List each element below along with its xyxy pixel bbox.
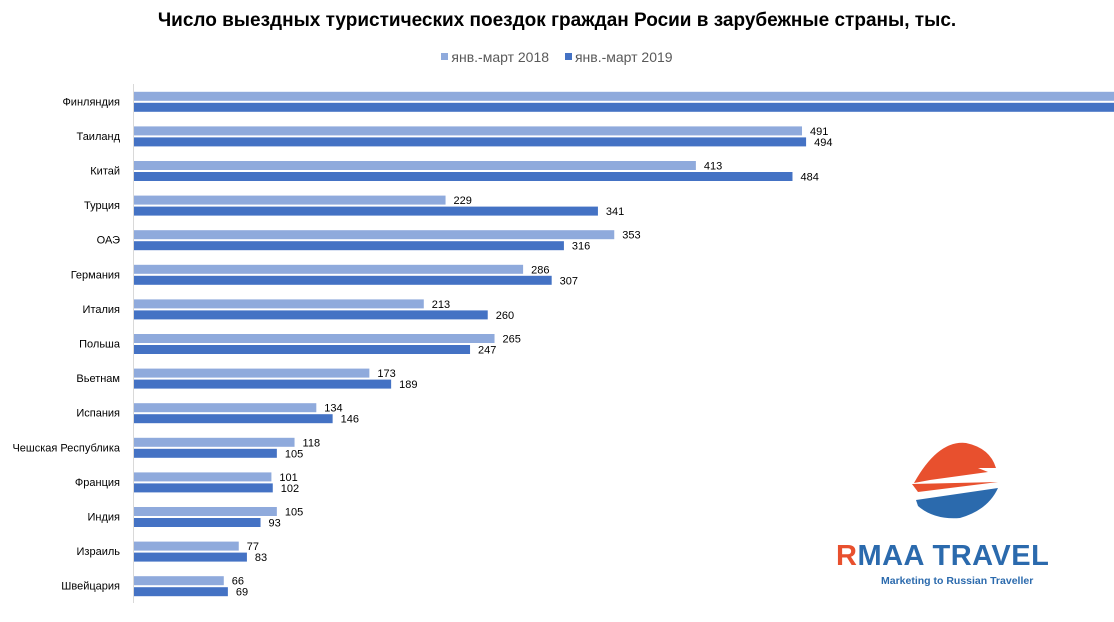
bar	[134, 403, 317, 413]
data-label: 102	[281, 483, 299, 495]
bar	[134, 161, 696, 170]
data-label: 307	[560, 275, 578, 287]
data-label: 494	[814, 137, 832, 149]
data-label: 484	[800, 172, 818, 184]
brand-tagline: Marketing to Russian Traveller	[881, 575, 1034, 587]
bar	[134, 472, 272, 482]
legend-item-2018: янв.-март 2018	[441, 49, 549, 65]
category-label: Франция	[75, 477, 120, 489]
bar	[134, 587, 228, 597]
legend-label-2018: янв.-март 2018	[451, 48, 550, 65]
bar	[134, 414, 333, 424]
legend-swatch-2019	[564, 53, 572, 60]
bar	[134, 264, 524, 274]
legend-label-2019: янв.-март 2019	[574, 48, 673, 65]
data-label: 77	[247, 541, 259, 553]
bar	[134, 275, 552, 285]
data-label: 286	[531, 264, 549, 276]
brand-name: RMAA TRAVEL	[836, 540, 1049, 573]
bar	[134, 206, 598, 216]
bar	[134, 507, 277, 516]
bar	[134, 552, 247, 562]
bar	[134, 126, 803, 136]
rmaa-globe-logo	[912, 442, 998, 519]
category-label: Польша	[79, 339, 121, 351]
data-label: 134	[324, 403, 342, 415]
bar	[134, 310, 488, 320]
bar	[134, 518, 261, 527]
category-label: Индия	[87, 512, 120, 524]
bar	[134, 102, 1114, 112]
data-label: 316	[572, 241, 590, 253]
data-label: 66	[232, 576, 244, 588]
legend-swatch-2018	[441, 53, 449, 60]
data-label: 247	[478, 345, 496, 357]
data-label: 413	[704, 161, 722, 173]
category-label: Китай	[90, 166, 120, 178]
chart-title: Число выездных туристических поездок гра…	[157, 10, 957, 31]
bar	[134, 299, 424, 309]
bar	[134, 483, 273, 493]
data-label: 118	[303, 437, 321, 449]
category-label: Германия	[71, 269, 120, 281]
data-label: 189	[399, 379, 417, 391]
data-label: 146	[341, 414, 359, 426]
category-label: Чешская Республика	[12, 442, 120, 454]
data-label: 93	[269, 518, 281, 530]
legend: янв.-март 2018 янв.-март 2019	[0, 47, 1114, 65]
bar	[134, 448, 277, 458]
bar	[134, 334, 495, 343]
category-label: Италия	[83, 304, 121, 316]
brand-rest: MAA TRAVEL	[857, 540, 1050, 572]
bar	[134, 91, 1114, 101]
bar	[134, 379, 392, 389]
data-label: 265	[503, 334, 521, 346]
category-label: Швейцария	[61, 581, 120, 593]
bar	[134, 437, 295, 447]
category-label: Испания	[76, 408, 120, 420]
bar	[134, 172, 793, 181]
bar	[134, 230, 615, 240]
data-label: 105	[285, 448, 303, 460]
data-label: 173	[377, 368, 395, 380]
bar	[134, 195, 446, 205]
category-label: Вьетнам	[76, 373, 120, 385]
bar	[134, 345, 471, 354]
data-label: 260	[496, 310, 514, 322]
category-label: Турция	[84, 200, 120, 212]
data-label: 101	[279, 472, 297, 484]
category-label: Таиланд	[76, 131, 120, 143]
data-label: 491	[810, 126, 828, 138]
data-label: 341	[606, 206, 624, 218]
bar	[134, 137, 807, 147]
legend-item-2019: янв.-март 2019	[564, 48, 673, 65]
data-label: 213	[432, 299, 450, 311]
data-label: 105	[285, 507, 303, 519]
data-label: 83	[255, 552, 267, 564]
category-label: Финляндия	[62, 96, 120, 108]
data-label: 229	[454, 195, 472, 207]
bar	[134, 576, 224, 586]
data-label: 69	[236, 587, 248, 599]
category-label: ОАЭ	[97, 235, 120, 247]
data-label: 353	[622, 230, 640, 242]
bar	[134, 241, 564, 251]
brand-first-letter: R	[836, 540, 858, 572]
category-label: Израиль	[77, 546, 121, 558]
bar	[134, 541, 239, 551]
bar	[134, 368, 370, 378]
